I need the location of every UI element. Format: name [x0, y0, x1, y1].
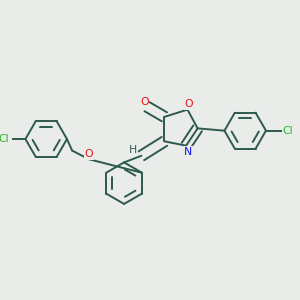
Text: O: O	[85, 149, 93, 159]
Text: O: O	[140, 98, 148, 107]
Text: H: H	[129, 145, 137, 155]
Text: O: O	[184, 99, 193, 110]
Text: Cl: Cl	[0, 134, 9, 144]
Text: Cl: Cl	[282, 126, 293, 136]
Text: N: N	[184, 147, 193, 157]
